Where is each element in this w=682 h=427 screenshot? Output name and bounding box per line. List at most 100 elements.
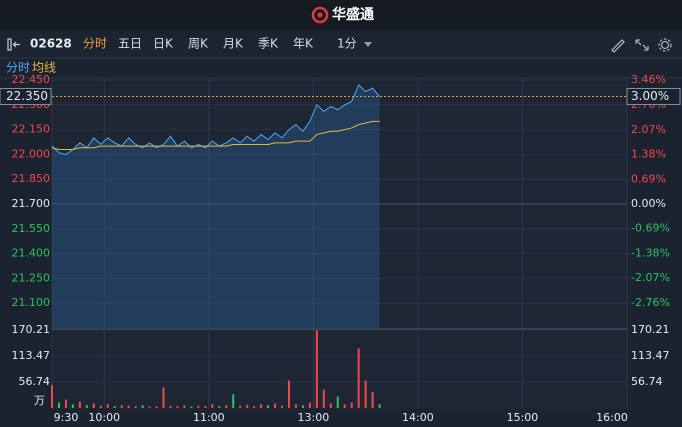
- y-tick-label: 22.000: [12, 147, 51, 160]
- volume-bar: [343, 404, 346, 408]
- price-line: [51, 84, 380, 155]
- volume-unit: 万: [34, 394, 45, 407]
- average-line: [51, 120, 380, 150]
- volume-bar: [85, 405, 88, 408]
- volume-bar: [197, 405, 200, 408]
- dropdown-arrow[interactable]: [364, 42, 372, 47]
- volume-bar: [260, 404, 263, 408]
- volume-bar: [120, 405, 123, 408]
- x-tick-label: 14:00: [402, 411, 434, 424]
- x-tick-label: 9:30: [54, 411, 79, 424]
- volume-bar: [57, 402, 60, 408]
- y-tick-label: 22.150: [12, 123, 51, 136]
- period-tab[interactable]: 周K: [188, 37, 209, 51]
- volume-bar: [162, 387, 165, 408]
- y2-tick-label: 170.21: [631, 323, 670, 336]
- toolbar-icons[interactable]: [611, 38, 672, 53]
- volume-bar: [134, 406, 137, 408]
- volume-bar: [281, 405, 283, 408]
- current-price-box: [0, 88, 52, 106]
- volume-bar: [113, 406, 116, 408]
- x-tick-label: 15:00: [507, 411, 539, 424]
- panel-toggle[interactable]: [7, 38, 20, 51]
- volume-bar: [350, 402, 353, 408]
- volume-bar: [287, 380, 290, 408]
- x-tick-label: 16:00: [596, 411, 628, 424]
- y-tick-label: 56.74: [19, 375, 51, 388]
- stock-code: 02628: [30, 37, 72, 51]
- volume-bar: [371, 391, 374, 408]
- legend-entry: 均线: [32, 61, 56, 75]
- volume-bar: [155, 406, 158, 408]
- volume-bar: [218, 406, 221, 408]
- y2-tick-label: 113.47: [631, 349, 670, 362]
- y-tick-label: 21.400: [12, 247, 51, 260]
- y2-tick-label: 3.46%: [631, 73, 666, 86]
- volume-bar: [127, 405, 130, 408]
- y2-tick-label: 56.74: [631, 375, 663, 388]
- y-tick-label: 113.47: [12, 349, 51, 362]
- volume-bar: [364, 380, 367, 408]
- volume-bar: [274, 403, 277, 408]
- volume-bar: [308, 402, 311, 408]
- volume-bar: [329, 403, 332, 408]
- volume-bar: [99, 405, 102, 408]
- y2-tick-label: 1.38%: [631, 148, 666, 161]
- volume-bar: [183, 405, 186, 408]
- period-tab[interactable]: 年K: [293, 37, 314, 51]
- volume-bar: [315, 330, 318, 408]
- volume-bar: [232, 394, 235, 408]
- y2-tick-label: 2.07%: [631, 123, 666, 136]
- volume-bar: [225, 405, 228, 408]
- legend-entry: 分时: [6, 61, 30, 75]
- volume-bar: [253, 406, 256, 408]
- volume-bar: [71, 404, 74, 408]
- x-tick-label: 13:00: [298, 411, 330, 424]
- brand-logo: [311, 6, 329, 24]
- period-tab[interactable]: 分时: [83, 37, 107, 51]
- volume-bar: [176, 406, 179, 408]
- volume-bar: [106, 404, 109, 408]
- volume-bar: [92, 403, 95, 408]
- current-change-box: [626, 87, 681, 105]
- volume-bar: [357, 348, 360, 408]
- volume-bar: [169, 405, 172, 408]
- period-tab[interactable]: 月K: [223, 37, 244, 51]
- volume-bar: [336, 396, 339, 408]
- volume-bar: [190, 406, 193, 408]
- y-tick-label: 22.450: [12, 73, 51, 86]
- volume-bar: [51, 385, 53, 408]
- y2-tick-label: -2.07%: [631, 271, 670, 284]
- y-tick-label: 21.250: [12, 271, 51, 284]
- plot-area: [52, 79, 627, 409]
- volume-bar: [301, 405, 304, 408]
- x-tick-label: 11:00: [193, 411, 225, 424]
- current-price-label: 22.350: [6, 89, 48, 103]
- y2-tick-label: 0.00%: [631, 197, 666, 210]
- period-tab[interactable]: 日K: [153, 37, 174, 51]
- y-tick-label: 21.700: [12, 197, 51, 210]
- volume-bar: [267, 405, 270, 408]
- period-tab[interactable]: 季K: [258, 37, 279, 51]
- y-tick-label: 21.850: [12, 172, 51, 185]
- y2-tick-label: -2.76%: [631, 296, 670, 309]
- volume-bar: [64, 399, 67, 408]
- volume-bar: [322, 389, 325, 408]
- y2-tick-label: -0.69%: [631, 222, 670, 235]
- current-change-label: 3.00%: [631, 89, 669, 103]
- volume-bar: [294, 404, 297, 408]
- volume-bar: [78, 401, 81, 408]
- period-tab[interactable]: 五日: [118, 37, 142, 51]
- volume-bar: [211, 404, 214, 408]
- y-tick-label: 21.100: [12, 296, 51, 309]
- header-bar: [0, 0, 682, 30]
- toolbar: [0, 30, 682, 58]
- volume-bar: [204, 406, 207, 408]
- volume-bar: [148, 406, 151, 408]
- interval-select[interactable]: 1分: [337, 37, 357, 51]
- y2-tick-label: 0.69%: [631, 172, 666, 185]
- brand-name: 华盛通: [332, 6, 374, 23]
- volume-bar: [246, 404, 249, 408]
